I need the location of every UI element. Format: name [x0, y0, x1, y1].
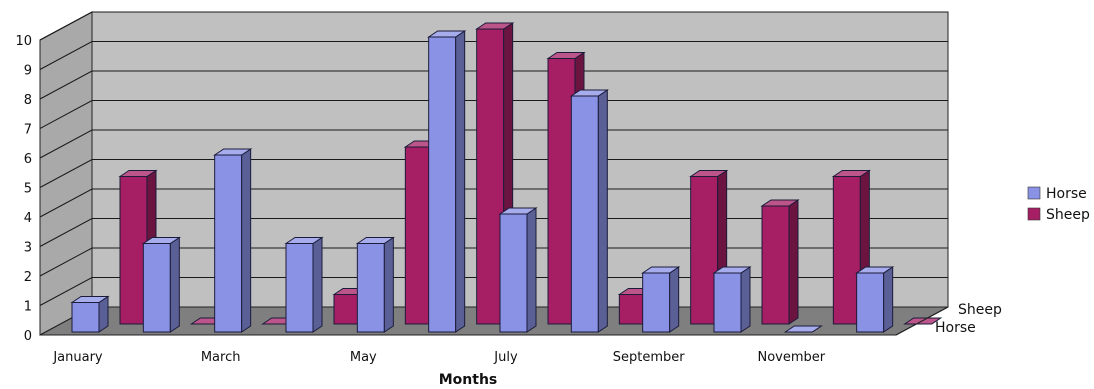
legend-swatch-horse: [1027, 186, 1041, 200]
gridline: [39, 41, 948, 70]
y-tick-label: 7: [24, 123, 32, 138]
y-tick-label: 6: [24, 152, 32, 167]
x-tick-label: September: [613, 350, 686, 365]
gridline: [39, 129, 948, 159]
depth-axis-label: Horse: [935, 320, 976, 336]
gridline: [39, 218, 948, 247]
gridline: [39, 11, 948, 41]
depth-axis-line: [895, 306, 949, 336]
x-tick-label: January: [52, 350, 103, 365]
bar-horse-june: [427, 30, 467, 333]
y-tick-label: 4: [24, 211, 32, 226]
y-tick-label: 2: [24, 270, 32, 285]
bar-horse-may: [355, 236, 395, 333]
bar-horse-september: [641, 266, 681, 333]
bar-sheep-october: [760, 199, 800, 325]
y-tick-label: 1: [24, 300, 32, 315]
bar-horse-october: [712, 266, 752, 333]
y-tick-label: 8: [24, 93, 32, 108]
bar-horse-july: [498, 207, 538, 333]
x-tick-label: March: [201, 350, 241, 365]
y-tick-label: 0: [24, 329, 32, 344]
x-axis-title: Months: [439, 372, 498, 388]
bar-horse-august: [569, 89, 609, 333]
y-tick-label: 9: [24, 64, 32, 79]
x-tick-label: May: [350, 350, 377, 365]
gridline: [39, 100, 948, 129]
legend-label-horse: Horse: [1046, 186, 1087, 202]
bar-horse-april: [284, 236, 324, 333]
gridline: [39, 159, 948, 188]
gridline: [39, 188, 948, 218]
x-tick-label: July: [493, 350, 518, 365]
gridline: [39, 70, 948, 100]
depth-axis-label: Sheep: [958, 302, 1002, 318]
bar-horse-march: [213, 148, 253, 333]
legend-label-sheep: Sheep: [1046, 207, 1090, 223]
bar-horse-december: [855, 266, 895, 333]
y-tick-label: 3: [24, 241, 32, 256]
bar-horse-february: [141, 236, 181, 333]
legend-swatch-sheep: [1027, 207, 1041, 221]
bar-horse-january: [70, 295, 110, 333]
x-tick-label: November: [758, 350, 826, 365]
gridline: [39, 247, 948, 277]
bar-horse-november: [783, 325, 823, 333]
y-tick-label: 10: [15, 34, 32, 49]
y-tick-label: 5: [24, 182, 32, 197]
